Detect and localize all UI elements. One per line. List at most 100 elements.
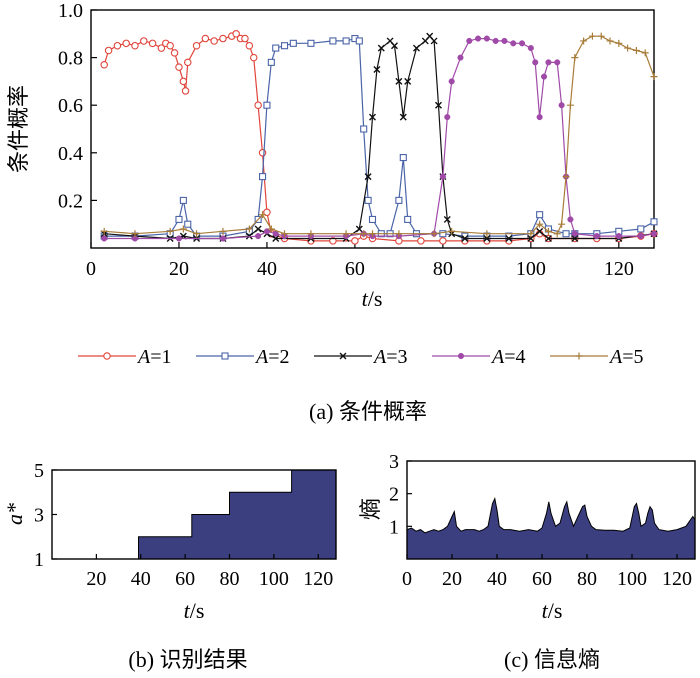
series-a3-point	[430, 37, 438, 45]
chart-a-ytick-label: 0.6	[58, 95, 83, 117]
chart-a-xtick-label: 120	[604, 258, 634, 280]
chart-a-ytick-label: 0.4	[58, 143, 83, 165]
series-a5-point	[307, 230, 315, 238]
series-a2-point	[263, 101, 271, 109]
chart-b-xlabel: t/s	[184, 598, 205, 623]
legend-item-a1: A=1	[78, 346, 172, 368]
chart-b-xlabel-unit: /s	[190, 598, 205, 623]
series-a5-point	[588, 32, 596, 40]
series-a5-point	[606, 37, 614, 45]
chart-c-xlabel-unit: /s	[548, 598, 563, 623]
series-a1-point	[140, 37, 148, 45]
chart-b-xtick-label: 100	[259, 568, 289, 590]
chart-b-xtick-label: 40	[131, 568, 151, 590]
chart-a-ytick-label: 1.0	[58, 0, 83, 22]
legend-label-val: =5	[622, 346, 643, 368]
series-a3-point	[505, 234, 513, 242]
series-a5-point	[193, 230, 201, 238]
series-a4-point	[554, 59, 561, 66]
chart-a-ylabel: 条件概率	[6, 85, 31, 173]
legend-label-val: =4	[504, 346, 525, 368]
legend-label-var: A	[254, 346, 269, 368]
series-a4-point	[567, 216, 574, 223]
series-a5	[100, 32, 658, 238]
series-a3-point	[483, 234, 491, 242]
chart-c-area	[406, 496, 696, 560]
chart-c-ytick-label: 1	[389, 516, 399, 538]
series-a4-point	[540, 73, 548, 80]
series-a3-point	[272, 234, 280, 242]
chart-c-xtick-label: 60	[532, 568, 552, 590]
series-a5-point	[483, 230, 491, 238]
series-a2-point	[184, 220, 192, 228]
chart-a-caption: (a) 条件概率	[309, 399, 427, 424]
series-a3-point	[377, 44, 385, 52]
series-a2-point	[439, 230, 447, 238]
series-a1-point	[104, 46, 113, 55]
series-a2-point	[355, 37, 363, 45]
series-a4-point	[448, 78, 455, 85]
series-a3-point	[536, 227, 544, 235]
series-a4-point	[593, 233, 600, 240]
chart-a-xtick-label: 40	[257, 258, 277, 280]
series-a3-point	[369, 113, 376, 121]
chart-c-ylabel: 熵	[358, 498, 383, 520]
chart-b-caption: (b) 识别结果	[128, 647, 247, 672]
chart-a-series	[100, 30, 658, 245]
series-a2-point	[179, 196, 187, 204]
series-a5-point	[131, 230, 139, 238]
chart-c-xtick-label: 100	[617, 568, 647, 590]
series-a5-point	[448, 227, 456, 235]
chart-b-ylabel: a*	[2, 503, 27, 525]
series-a2-point	[395, 196, 403, 204]
legend-marker	[221, 352, 229, 360]
series-a5-point	[395, 230, 403, 238]
series-a1-point	[100, 60, 108, 69]
legend-label: A=2	[254, 346, 290, 368]
series-a4-point	[255, 233, 262, 240]
series-a4-point	[558, 102, 565, 109]
series-a2-point	[399, 154, 407, 162]
series-a1-point	[181, 87, 190, 95]
series-a1-point	[263, 208, 271, 217]
legend-marker	[575, 352, 583, 360]
series-a5-point	[527, 230, 535, 238]
series-a1-point	[170, 49, 179, 57]
series-a3-point	[254, 225, 262, 233]
series-a5-point	[281, 230, 289, 238]
series-a2-point	[258, 173, 267, 181]
chart-c-ticks: 0 20 40 60 80 100 120 1 2 3	[389, 451, 692, 590]
series-a1-point	[184, 58, 192, 67]
series-a3	[100, 32, 658, 242]
series-a1-point	[192, 41, 201, 50]
series-a5-point	[553, 230, 561, 238]
chart-c-xlabel: t/s	[542, 598, 563, 623]
series-a4-point	[101, 235, 108, 242]
series-a1-point	[166, 41, 174, 50]
legend-label: A=3	[372, 346, 408, 368]
series-a3-point	[395, 77, 403, 85]
series-a4-point	[650, 230, 658, 237]
series-a4-point	[510, 40, 517, 47]
series-a2-point	[368, 215, 377, 223]
chart-c: 0 20 40 60 80 100 120 1 2 3 熵 t/s (c) 信息熵	[358, 451, 696, 672]
series-a4-point	[439, 173, 446, 180]
legend-label: A=4	[490, 346, 526, 368]
series-a2-point	[637, 225, 645, 233]
series-a4-point	[444, 114, 451, 121]
series-a5-point	[360, 230, 368, 238]
legend-item-a5: A=5	[550, 346, 644, 368]
series-a5-point	[100, 227, 108, 235]
chart-c-xtick-label: 120	[662, 568, 692, 590]
series-a4-point	[501, 37, 508, 44]
series-a4-point	[475, 35, 482, 42]
chart-c-xtick-label: 20	[442, 568, 462, 590]
series-a4-point	[263, 228, 270, 235]
series-a4-point	[492, 37, 499, 44]
legend-item-a3: A=3	[314, 346, 408, 368]
series-a3-point	[571, 234, 579, 242]
series-a2-point	[272, 44, 280, 52]
series-a5-point	[219, 227, 227, 235]
series-a3-point	[390, 42, 398, 50]
chart-a-ytick-label: 0.8	[58, 48, 83, 70]
